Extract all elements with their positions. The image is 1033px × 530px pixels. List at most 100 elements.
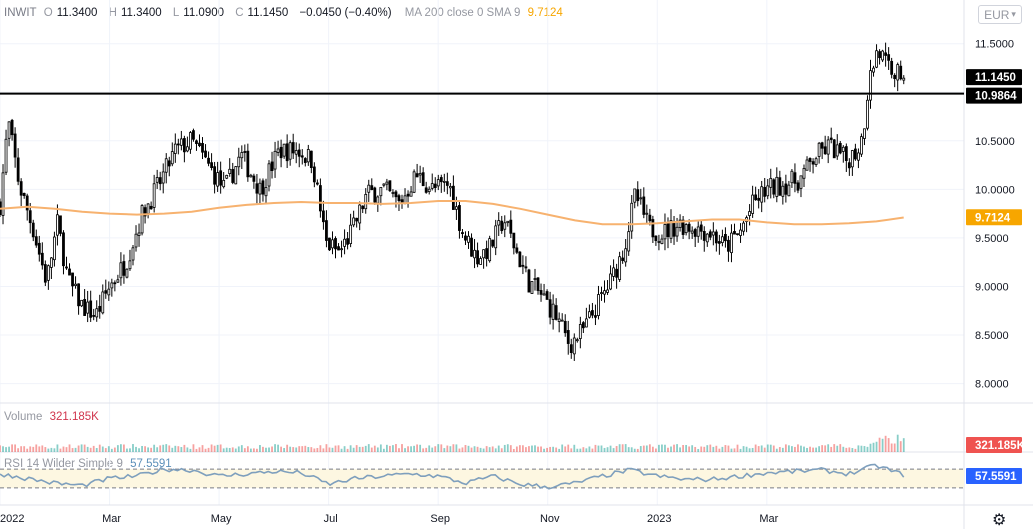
candle-body bbox=[458, 205, 461, 231]
rsi-label[interactable]: RSI 14 Wilder Simple 9 bbox=[4, 458, 123, 470]
volume-bar bbox=[153, 444, 156, 452]
volume-bar bbox=[116, 445, 119, 452]
candle-body bbox=[872, 67, 875, 73]
candle-body bbox=[563, 320, 567, 334]
candle-body bbox=[173, 143, 177, 154]
candle-body bbox=[122, 261, 126, 276]
volume-bar bbox=[794, 446, 796, 452]
volume-bar bbox=[615, 446, 618, 452]
volume-bar bbox=[355, 445, 358, 452]
candle-body bbox=[500, 220, 504, 232]
volume-bar bbox=[225, 447, 228, 452]
volume-bar bbox=[476, 446, 479, 452]
volume-bar bbox=[373, 445, 376, 452]
candle-body bbox=[68, 268, 71, 276]
volume-bar bbox=[778, 447, 781, 452]
candle-body bbox=[312, 166, 316, 183]
candle-body bbox=[869, 70, 872, 101]
volume-bar bbox=[413, 445, 415, 452]
candle-body bbox=[448, 186, 452, 189]
volume-bar bbox=[307, 447, 310, 452]
volume-bar bbox=[715, 445, 718, 452]
volume-bar bbox=[216, 444, 219, 452]
candle-body bbox=[276, 148, 280, 153]
volume-bar bbox=[522, 445, 524, 452]
legend-main: INWIT O 11.3400 H 11.3400 L 11.0900 C 11.145… bbox=[4, 7, 567, 19]
volume-bar bbox=[473, 446, 476, 452]
volume-bar bbox=[757, 446, 760, 452]
candle-body bbox=[711, 231, 715, 236]
volume-bar bbox=[670, 446, 672, 452]
symbol-label[interactable]: INWIT bbox=[4, 7, 37, 19]
volume-bar bbox=[781, 447, 784, 452]
volume-bar bbox=[854, 448, 857, 452]
candle-body bbox=[847, 162, 851, 169]
y-tick-label: 9.5000 bbox=[975, 233, 1009, 245]
candle-body bbox=[65, 266, 68, 269]
volume-bar bbox=[228, 448, 231, 452]
volume-bar bbox=[346, 448, 349, 452]
close-value: 11.1450 bbox=[247, 7, 289, 19]
candle-body bbox=[584, 318, 588, 328]
candle-body bbox=[451, 185, 455, 210]
rsi-badge-bg bbox=[966, 468, 1022, 484]
x-tick-label: 2023 bbox=[647, 513, 671, 525]
candle-body bbox=[693, 229, 697, 237]
candle-body bbox=[566, 330, 570, 344]
candle-body bbox=[56, 214, 59, 236]
candle-body bbox=[352, 217, 356, 226]
volume-bar bbox=[485, 446, 488, 452]
volume-bar bbox=[721, 446, 724, 452]
volume-bar bbox=[549, 446, 552, 452]
volume-bar bbox=[189, 448, 192, 452]
volume-bar bbox=[866, 446, 869, 452]
volume-bar bbox=[857, 445, 860, 452]
candle-body bbox=[733, 231, 736, 235]
volume-label[interactable]: Volume bbox=[4, 411, 43, 423]
candle-body bbox=[660, 238, 664, 244]
candle-body bbox=[143, 207, 147, 217]
volume-bar bbox=[497, 445, 500, 452]
volume-bar bbox=[304, 445, 307, 452]
volume-bar bbox=[246, 446, 249, 452]
gear-icon[interactable]: ⚙ bbox=[992, 512, 1007, 529]
candle-body bbox=[817, 142, 821, 157]
volume-bar bbox=[703, 446, 706, 452]
volume-bar bbox=[389, 445, 391, 452]
candle-body bbox=[751, 194, 755, 214]
volume-bar bbox=[328, 447, 331, 452]
volume-bar bbox=[180, 447, 183, 452]
candle-body bbox=[506, 220, 510, 224]
volume-bar bbox=[848, 447, 851, 452]
candle-body bbox=[71, 272, 74, 287]
candle-body bbox=[464, 235, 467, 241]
candle-body bbox=[7, 121, 11, 139]
y-tick-label: 9.0000 bbox=[975, 281, 1009, 293]
volume-bar bbox=[319, 445, 322, 452]
candle-body bbox=[769, 177, 773, 188]
candle-body bbox=[455, 206, 458, 210]
volume-bar bbox=[751, 447, 754, 452]
currency-button[interactable]: EUR ▾ bbox=[978, 5, 1022, 24]
candle-body bbox=[863, 128, 866, 139]
candle-body bbox=[642, 196, 646, 215]
volume-bar bbox=[298, 446, 301, 452]
candle-body bbox=[887, 54, 891, 61]
volume-bar bbox=[219, 444, 222, 452]
volume-bar bbox=[343, 446, 346, 452]
volume-bar bbox=[540, 446, 542, 452]
volume-bar bbox=[691, 445, 694, 452]
candle-body bbox=[835, 144, 839, 157]
candle-body bbox=[92, 315, 96, 317]
volume-bar bbox=[401, 444, 403, 452]
volume-bar bbox=[379, 444, 382, 452]
volume-bar bbox=[597, 445, 600, 452]
candle-body bbox=[518, 251, 522, 268]
volume-bar bbox=[525, 447, 527, 452]
volume-bar bbox=[8, 446, 10, 452]
candle-body bbox=[309, 150, 313, 169]
volume-bar bbox=[325, 444, 328, 452]
ma-label[interactable]: MA 200 close 0 SMA 9 bbox=[404, 7, 521, 19]
candle-body bbox=[355, 217, 359, 222]
